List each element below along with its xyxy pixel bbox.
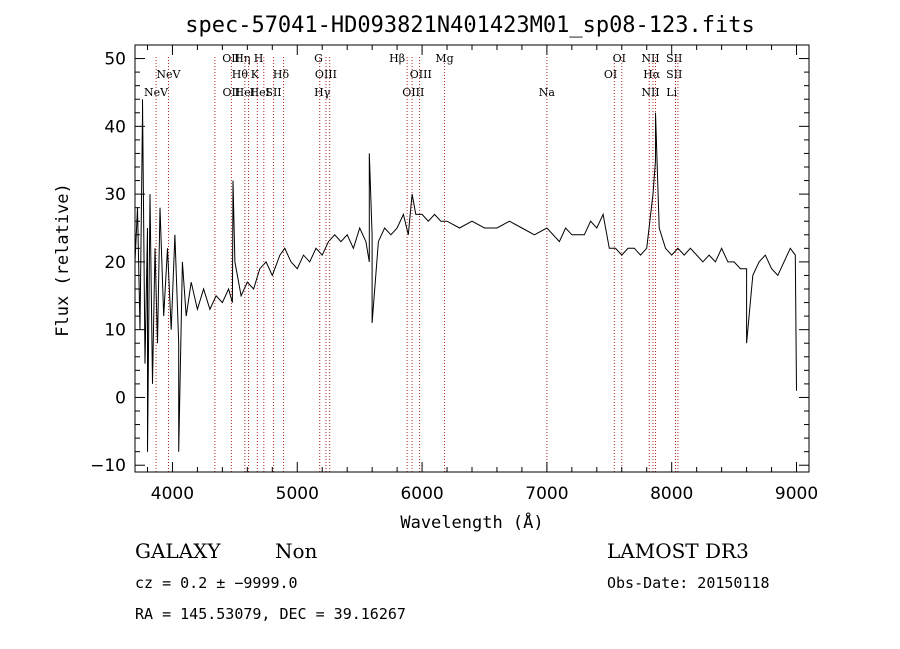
line-id-label: Hθ [232, 68, 249, 81]
line-id-label: Na [539, 86, 556, 99]
y-tick-label: 0 [115, 388, 126, 408]
line-id-label: OIII [402, 86, 424, 99]
line-id-label: NII [641, 52, 659, 65]
line-id-labels: NeVNeVOIIOIIHηHθHeIHKHeIHδSIIGOIIIHγHβOI… [144, 52, 682, 99]
y-axis-ticks: −10 0 10 20 30 40 50 [90, 50, 809, 476]
chart-title: spec-57041-HD093821N401423M01_sp08-123.f… [185, 13, 755, 38]
line-marker-group [155, 57, 679, 472]
line-id-label: OIII [315, 68, 337, 81]
line-id-label: NeV [144, 86, 169, 99]
line-id-label: Hα [643, 68, 661, 81]
line-id-label: OI [613, 52, 626, 65]
line-id-label: Hγ [314, 86, 331, 99]
line-id-label: H [254, 52, 264, 65]
line-id-label: NeV [156, 68, 181, 81]
line-id-label: K [251, 68, 260, 81]
line-id-label: OIII [410, 68, 432, 81]
object-subclass: Non [275, 539, 318, 563]
line-id-label: Hδ [273, 68, 290, 81]
coordinates-text: RA = 145.53079, DEC = 39.16267 [135, 605, 406, 623]
object-class: GALAXY [135, 539, 221, 563]
x-axis-ticks: 4000 5000 6000 7000 8000 9000 [146, 45, 818, 504]
x-tick-label: 5000 [276, 484, 319, 504]
y-tick-label: 20 [104, 253, 126, 273]
x-tick-label: 8000 [650, 484, 693, 504]
line-id-label: HeI [250, 86, 270, 99]
line-id-label: G [314, 52, 323, 65]
line-id-label: OII [222, 86, 240, 99]
y-axis-label: Flux (relative) [53, 183, 73, 337]
redshift-text: cz = 0.2 ± −9999.0 [135, 574, 298, 592]
line-id-label: HeI [235, 86, 255, 99]
line-id-label: SII [666, 52, 682, 65]
x-tick-label: 6000 [400, 484, 443, 504]
line-id-label: OI [604, 68, 617, 81]
y-tick-label: 40 [104, 117, 126, 137]
survey-name: LAMOST DR3 [607, 539, 749, 563]
y-tick-label: 30 [104, 185, 126, 205]
x-axis-label: Wavelength (Å) [400, 511, 543, 533]
x-tick-label: 7000 [525, 484, 568, 504]
spectrum-line [134, 99, 797, 452]
line-id-label: SII [265, 86, 281, 99]
y-tick-label: −10 [90, 456, 126, 476]
line-id-label: Hβ [389, 52, 405, 65]
x-tick-label: 4000 [151, 484, 194, 504]
line-id-label: Hη [234, 52, 250, 65]
line-id-label: Li [666, 86, 677, 99]
line-id-label: NII [641, 86, 659, 99]
x-tick-label: 9000 [775, 484, 818, 504]
line-id-label: Mg [435, 52, 453, 65]
y-tick-label: 50 [104, 50, 126, 70]
line-id-label: SII [666, 68, 682, 81]
plot-frame [134, 44, 810, 473]
obs-date: Obs-Date: 20150118 [607, 574, 770, 592]
line-id-label: OII [222, 52, 240, 65]
y-tick-label: 10 [104, 321, 126, 341]
